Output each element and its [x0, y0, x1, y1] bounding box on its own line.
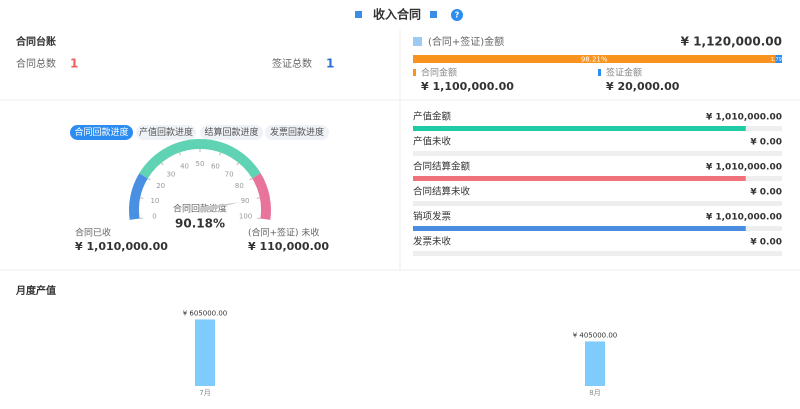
row-value: ¥ 0.00 [750, 138, 782, 148]
gauge-tick-label: 40 [180, 163, 189, 171]
row-bar [413, 226, 746, 231]
chart-title: 月度产值 [15, 284, 56, 297]
x-tick-label: 8月 [589, 389, 600, 397]
tab-label[interactable]: 发票回款进度 [270, 126, 324, 138]
count-value: 1 [326, 57, 334, 71]
count-value: 1 [70, 57, 78, 71]
gauge-tick [218, 152, 221, 156]
tab-label[interactable]: 产值回款进度 [139, 126, 193, 138]
received-value: ¥ 110,000.00 [248, 240, 329, 253]
row-value: ¥ 1,010,000.00 [706, 163, 782, 173]
row-label: 合同结算未收 [413, 186, 471, 198]
gauge-band [129, 173, 148, 220]
help-icon[interactable] [451, 9, 463, 21]
gauge-band [252, 173, 271, 220]
received-label: (合同+签证) 未收 [248, 227, 319, 239]
bar [195, 319, 215, 386]
page-title: 收入合同 [373, 7, 421, 22]
part-value: ¥ 20,000.00 [606, 80, 680, 93]
share-label: 1.79% [771, 57, 787, 63]
gauge-tick-label: 20 [156, 182, 165, 190]
bar [585, 341, 605, 386]
gauge-tick-label: 60 [211, 163, 220, 171]
gauge-band [139, 139, 261, 179]
row-value: ¥ 0.00 [750, 238, 782, 248]
legend-swatch [413, 69, 416, 76]
row-bar [413, 126, 746, 131]
count-label: 签证总数 [272, 57, 312, 70]
row-label: 销项发票 [413, 211, 452, 223]
row-value: ¥ 1,010,000.00 [706, 113, 782, 123]
count-label: 合同总数 [16, 57, 56, 70]
tab-label[interactable]: 结算回款进度 [204, 126, 258, 138]
share-label: 98.21% [581, 56, 608, 64]
amount-total: ¥ 1,120,000.00 [681, 35, 782, 49]
row-track [413, 201, 782, 206]
icon [430, 11, 437, 18]
gauge-tick [249, 177, 253, 181]
gauge-tick [161, 162, 164, 166]
tab[interactable] [136, 125, 196, 140]
gauge-tick [179, 152, 182, 156]
tab[interactable] [265, 125, 329, 140]
help-text[interactable]: ? [455, 11, 460, 20]
row-label: 产值金额 [413, 111, 452, 123]
row-track [413, 251, 782, 256]
gauge-value: 90.18% [175, 217, 225, 231]
icon [413, 37, 422, 46]
x-tick-label: 7月 [199, 389, 210, 397]
gauge-needle [199, 202, 240, 213]
gauge-tick [256, 197, 260, 199]
gauge-tick-label: 10 [150, 197, 159, 205]
gauge-tick-label: 80 [235, 182, 244, 190]
received-label: 合同已收 [75, 227, 111, 239]
amount-label: (合同+签证)金额 [428, 35, 504, 48]
gauge-tick-label: 0 [152, 212, 156, 220]
gauge-tick [236, 162, 239, 166]
share-bar [413, 55, 776, 63]
row-bar [413, 176, 746, 181]
gauge-tick-label: 100 [239, 212, 252, 220]
part-name: 合同金额 [421, 67, 457, 79]
legend-swatch [598, 69, 601, 76]
row-value: ¥ 0.00 [750, 188, 782, 198]
row-label: 发票未收 [413, 236, 452, 248]
gauge-tick [140, 197, 144, 199]
data-label: ¥ 405000.00 [573, 331, 618, 339]
tab-label[interactable]: 合同回款进度 [74, 126, 128, 138]
tab[interactable] [70, 125, 133, 140]
row-label: 合同结算金额 [413, 161, 471, 173]
gauge-tick-label: 70 [225, 170, 234, 178]
tab[interactable] [200, 125, 263, 140]
panel-title: 合同台账 [15, 35, 56, 48]
row-label: 产值未收 [413, 136, 452, 148]
part-name: 签证金额 [606, 67, 642, 79]
part-value: ¥ 1,100,000.00 [421, 80, 514, 93]
received-value: ¥ 1,010,000.00 [75, 240, 168, 253]
gauge-tick-label: 30 [166, 170, 175, 178]
icon [355, 11, 362, 18]
data-label: ¥ 605000.00 [183, 309, 228, 317]
gauge-tick-label: 90 [241, 197, 250, 205]
gauge-tick [147, 177, 151, 181]
row-value: ¥ 1,010,000.00 [706, 213, 782, 223]
row-track [413, 151, 782, 156]
share-bar [775, 55, 782, 63]
gauge-tick-label: 50 [196, 160, 205, 168]
